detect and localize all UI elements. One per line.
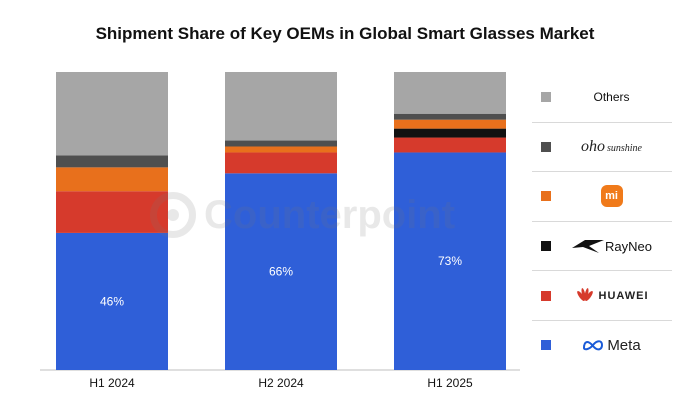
legend-swatch-oho [541,141,551,152]
xiaomi-logo-icon: mi [600,185,623,208]
huawei-logo-text: HUAWEI [598,289,649,302]
legend-item-xiaomi: mi [532,171,672,221]
huawei-logo-wrap: HUAWEI [551,287,672,304]
legend-item-huawei: HUAWEI [532,270,672,320]
x-tick-label-h2-2024: H2 2024 [258,376,304,390]
bar-segment-meta-h1-2024 [56,232,168,370]
bar-segment-oho-sunshine-h1-2024 [56,155,168,168]
legend-label-others: Others [593,89,630,104]
bar-segment-xiaomi-h2-2024 [225,146,337,153]
legend: Others oho sunshine mi RayNeo [532,72,672,370]
rayneo-logo-icon [572,240,605,254]
oho-sunshine-logo: oho sunshine [551,138,672,156]
legend-swatch-xiaomi [541,191,551,202]
rayneo-logo-text: RayNeo [605,238,652,254]
data-label-meta-h1-2025: 73% [438,254,462,268]
meta-logo-text: Meta [607,336,641,354]
legend-swatch-others [541,91,551,102]
bar-segment-xiaomi-h1-2025 [394,119,506,129]
bar-segment-huawei-h1-2024 [56,191,168,233]
bar-segment-huawei-h1-2025 [394,137,506,153]
xiaomi-logo-wrap: mi [551,185,672,208]
legend-item-others: Others [532,72,672,122]
bar-segment-meta-h1-2025 [394,152,506,370]
bar-segment-others-h1-2025 [394,72,506,114]
bar-segment-huawei-h2-2024 [225,152,337,174]
bar-segment-oho-sunshine-h2-2024 [225,140,337,147]
bar-segment-others-h1-2024 [56,72,168,156]
bar-segment-xiaomi-h1-2024 [56,167,168,192]
bar-segment-oho-sunshine-h1-2025 [394,113,506,120]
meta-logo-wrap: Meta [551,337,672,354]
x-tick-label-h1-2024: H1 2024 [89,376,135,390]
data-label-meta-h2-2024: 66% [269,265,293,279]
bar-segment-others-h2-2024 [225,72,337,141]
legend-item-meta: Meta [532,320,672,370]
data-label-meta-h1-2024: 46% [100,294,124,308]
rayneo-logo-wrap: RayNeo [551,238,672,254]
legend-swatch-huawei [541,290,551,301]
legend-item-rayneo: RayNeo [532,220,672,271]
chart-title: Shipment Share of Key OEMs in Global Sma… [95,24,595,43]
huawei-logo-icon [576,287,593,301]
legend-swatch-rayneo [541,241,551,252]
legend-item-oho-sunshine: oho sunshine [532,121,672,172]
bar-segment-meta-h2-2024 [225,173,337,370]
oho-logo-text: oho [581,137,605,155]
bar-segment-rayneo-h1-2025 [394,128,506,138]
x-tick-label-h1-2025: H1 2025 [427,376,473,390]
legend-swatch-meta [541,340,551,351]
oho-logo-subtext: sunshine [607,142,642,154]
meta-logo-icon [583,340,604,351]
